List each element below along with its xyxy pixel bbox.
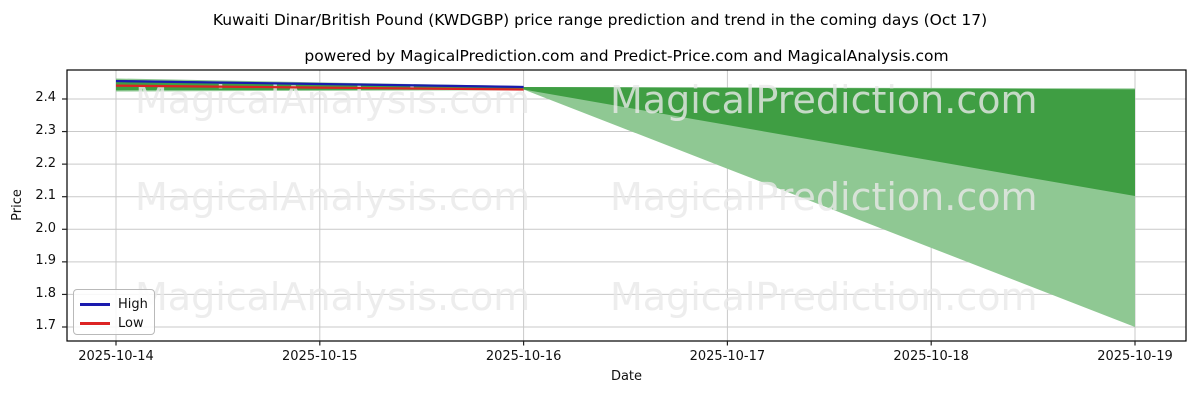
x-tick-label: 2025-10-16 (485, 349, 562, 364)
chart-title: Kuwaiti Dinar/British Pound (KWDGBP) pri… (212, 11, 988, 29)
x-tick-label: 2025-10-15 (282, 349, 358, 364)
x-tick-label: 2025-10-14 (78, 349, 154, 364)
watermark-magicalprediction: MagicalPrediction.com (610, 78, 1038, 122)
low-line-sample (80, 322, 110, 325)
x-tick-label: 2025-10-19 (1097, 349, 1173, 364)
watermark-magicalanalysis: MagicalAnalysis.com (135, 275, 530, 319)
y-tick-label: 2.3 (35, 123, 56, 139)
x-axis-label: Date (610, 369, 643, 384)
legend-label: High (118, 297, 148, 312)
high-line (115, 79, 524, 89)
legend-label: Low (118, 316, 144, 331)
low-line (115, 84, 524, 91)
y-tick-label: 1.8 (35, 285, 56, 301)
legend-item-low: Low (80, 314, 154, 333)
legend: High Low (73, 289, 155, 335)
y-tick-label: 2.4 (35, 90, 56, 106)
y-tick-label: 1.7 (35, 318, 56, 334)
chart-subtitle: powered by MagicalPrediction.com and Pre… (304, 47, 949, 65)
plot-frame (66, 69, 1187, 342)
y-tick-label: 1.9 (35, 253, 56, 269)
y-tick-label: 2.1 (35, 188, 56, 204)
y-tick-label: 2.2 (35, 155, 56, 171)
high-line-sample (80, 303, 110, 306)
x-tick-label: 2025-10-17 (689, 349, 766, 364)
forecast-range-inner-band (523, 86, 1135, 197)
watermark-magicalprediction: MagicalPrediction.com (610, 175, 1038, 219)
y-tick-label: 2.0 (35, 220, 56, 236)
watermark-magicalprediction: MagicalPrediction.com (610, 275, 1038, 319)
x-tick-label: 2025-10-18 (893, 349, 969, 364)
legend-item-high: High (80, 295, 154, 314)
watermark-magicalanalysis: MagicalAnalysis.com (135, 175, 530, 219)
y-axis-label: Price (9, 189, 25, 221)
